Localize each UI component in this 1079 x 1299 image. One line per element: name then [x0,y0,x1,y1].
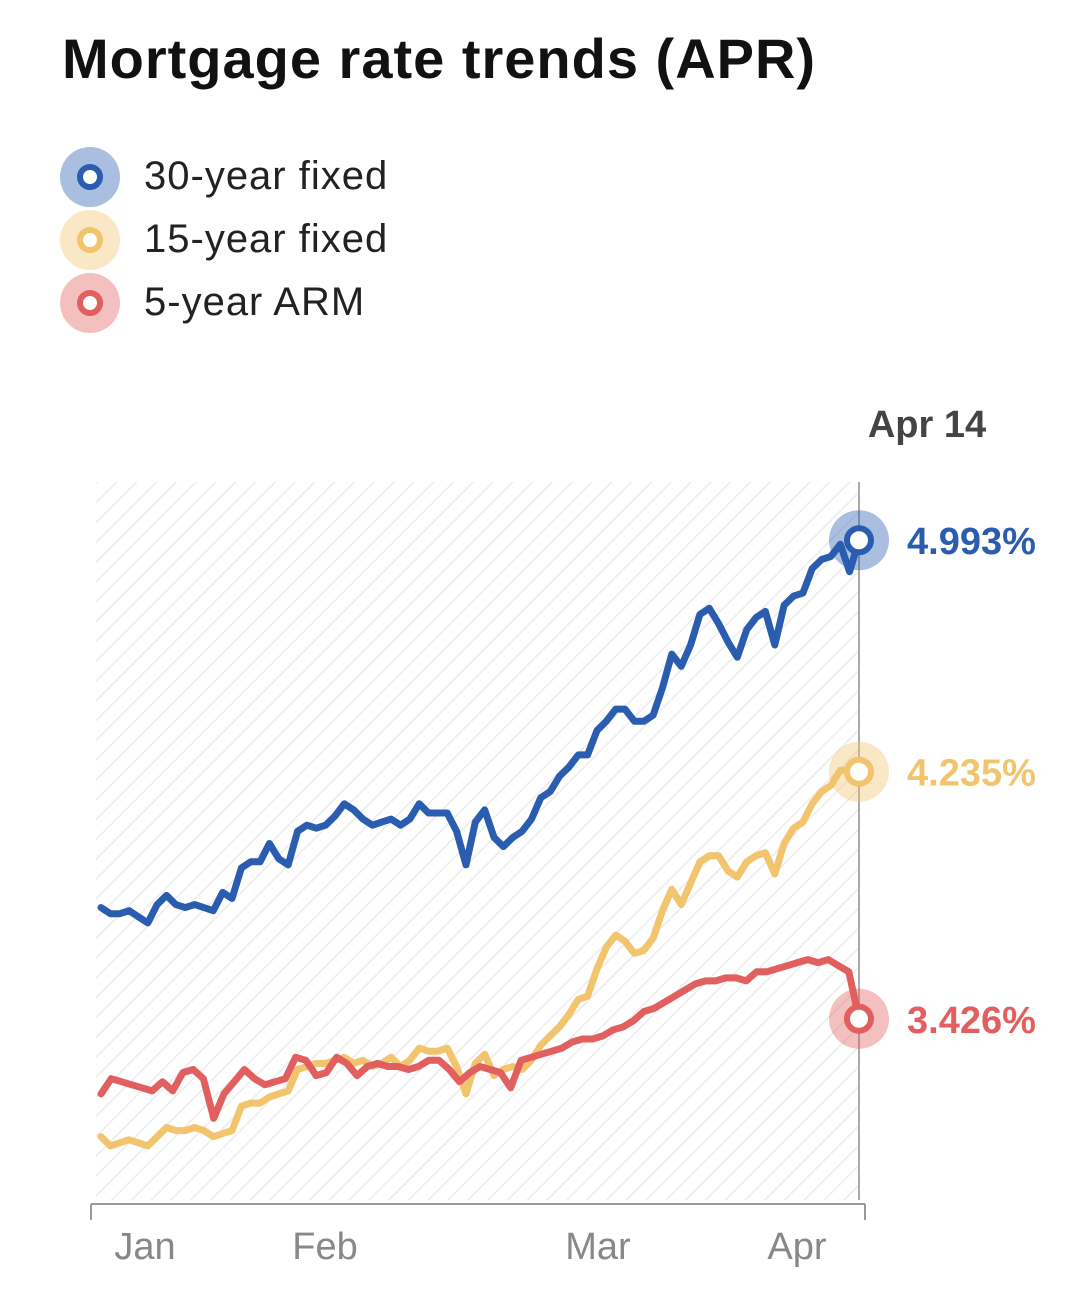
end-labels: 4.993% 4.235% 3.426% [907,521,1036,1042]
legend-marker-15-year-fixed-icon [60,209,120,270]
legend-item-15-year-fixed[interactable]: 15-year fixed [60,208,388,271]
series-line-15-year-fixed [97,766,863,1150]
x-tick-label-mar: Mar [565,1226,631,1268]
end-marker-15-year-fixed[interactable] [844,756,874,787]
x-tick-label-feb: Feb [292,1226,357,1268]
end-value-label-15-year-fixed: 4.235% [907,753,1036,795]
legend-marker-30-year-fixed-icon [60,146,120,207]
legend-item-30-year-fixed[interactable]: 30-year fixed [60,145,388,208]
legend-item-5-year-arm[interactable]: 5-year ARM [60,271,388,334]
legend-label: 30-year fixed [144,154,389,198]
x-axis [90,1203,866,1220]
series-line-30-year-fixed [97,536,863,927]
x-tick-label-jan: Jan [114,1226,175,1268]
series-line-5-year-arm [97,956,863,1122]
legend-label: 5-year ARM [144,280,366,324]
line-chart: Apr 14 Jan Feb Mar Apr 4.993% 4.235% 3.426% [90,404,1036,1268]
current-date-label: Apr 14 [868,404,986,446]
series-lines [97,536,863,1150]
legend-label: 15-year fixed [144,217,389,261]
end-marker-5-year-arm[interactable] [844,1003,874,1034]
chart-title: Mortgage rate trends (APR) [62,27,817,90]
x-tick-labels: Jan Feb Mar Apr [114,1226,827,1268]
plot-background [96,482,858,1200]
legend-marker-5-year-arm-icon [60,272,120,333]
end-value-label-30-year-fixed: 4.993% [907,521,1036,563]
end-marker-30-year-fixed[interactable] [844,525,874,556]
legend: 30-year fixed 15-year fixed 5-year ARM [60,145,388,334]
x-tick-label-apr: Apr [767,1226,826,1268]
end-value-label-5-year-arm: 3.426% [907,1000,1036,1042]
end-markers [829,510,889,1049]
